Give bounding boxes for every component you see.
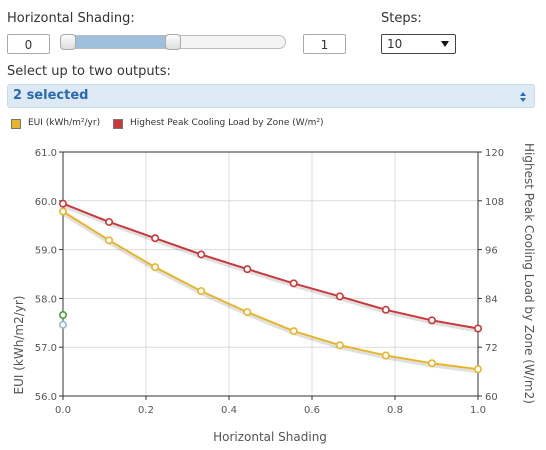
data-point-1 (151, 234, 160, 243)
y-right-tick-label: 120 (485, 148, 504, 159)
y-left-tick-label: 59.0 (35, 246, 57, 257)
updown-arrow-icon (520, 92, 526, 102)
y-right-tick-label: 60 (485, 392, 498, 403)
data-point-1 (381, 305, 390, 314)
series-shadow-1 (62, 204, 479, 333)
data-point-1 (473, 324, 482, 333)
data-point-1 (58, 199, 67, 208)
x-tick-label: 0.6 (304, 405, 320, 416)
y-right-tick-label: 72 (485, 343, 498, 354)
y-left-tick-label: 57.0 (35, 343, 57, 354)
marker-point (58, 310, 67, 319)
y-left-axis-title: EUI (kWh/m2/yr) (12, 296, 26, 395)
data-point-1 (197, 250, 206, 259)
data-point-0 (105, 236, 114, 245)
slider-min-handle[interactable] (60, 34, 76, 50)
data-point-1 (243, 265, 252, 274)
shading-label: Horizontal Shading: (7, 11, 135, 26)
y-left-tick-label: 61.0 (35, 148, 57, 159)
chart-grid (63, 152, 478, 396)
marker-point (58, 320, 67, 329)
legend-label-cooling: Highest Peak Cooling Load by Zone (W/m²) (130, 118, 324, 128)
outputs-label: Select up to two outputs: (7, 64, 171, 79)
data-point-0 (473, 365, 482, 374)
x-tick-label: 0.2 (138, 405, 154, 416)
chart-ticks: 0.0 0.2 0.4 0.6 0.8 1.0 56.0 57.0 58.0 59.0 60.0 61… (35, 148, 504, 416)
shading-min-input[interactable]: 0 (7, 34, 50, 54)
chart-series (58, 199, 482, 374)
steps-label: Steps: (381, 11, 422, 26)
slider-range-fill (68, 36, 173, 48)
y-left-tick-label: 58.0 (35, 294, 57, 305)
line-chart: 0.0 0.2 0.4 0.6 0.8 1.0 56.0 57.0 58.0 59.0 60.0 61… (12, 143, 536, 444)
data-point-0 (427, 359, 436, 368)
outputs-selected-text: 2 selected (13, 88, 89, 103)
y-right-tick-label: 96 (485, 246, 498, 257)
steps-select[interactable]: 10 (381, 34, 456, 54)
y-right-axis-title: Highest Peak Cooling Load by Zone (W/m2) (522, 143, 536, 404)
series-line-0 (62, 210, 479, 371)
data-point-0 (243, 308, 252, 317)
x-axis-title: Horizontal Shading (213, 430, 327, 444)
data-point-1 (289, 279, 298, 288)
data-point-0 (289, 327, 298, 336)
shading-max-input[interactable]: 1 (303, 34, 346, 54)
steps-value: 10 (387, 37, 403, 51)
x-tick-label: 0.4 (221, 405, 237, 416)
y-left-tick-label: 56.0 (35, 392, 57, 403)
series-line-1 (62, 202, 479, 330)
outputs-multiselect[interactable]: 2 selected (7, 84, 535, 108)
legend-swatch-cooling[interactable] (113, 119, 123, 129)
slider-max-handle[interactable] (165, 34, 181, 50)
data-point-0 (58, 207, 67, 216)
legend-swatch-eui[interactable] (11, 119, 21, 129)
chevron-down-icon (441, 41, 449, 47)
data-point-0 (381, 351, 390, 360)
y-right-tick-label: 84 (485, 294, 498, 305)
legend-label-eui: EUI (kWh/m²/yr) (28, 118, 101, 128)
x-tick-label: 0.8 (387, 405, 403, 416)
data-point-0 (197, 287, 206, 296)
x-tick-label: 0.0 (55, 405, 71, 416)
data-point-0 (151, 263, 160, 272)
data-point-1 (335, 292, 344, 301)
x-tick-label: 1.0 (470, 405, 486, 416)
series-shadow-0 (62, 212, 479, 374)
data-point-1 (427, 316, 436, 325)
y-left-tick-label: 60.0 (35, 197, 57, 208)
data-point-1 (105, 217, 114, 226)
y-right-tick-label: 108 (485, 197, 504, 208)
plot-area-border (62, 151, 479, 397)
data-point-0 (335, 341, 344, 350)
